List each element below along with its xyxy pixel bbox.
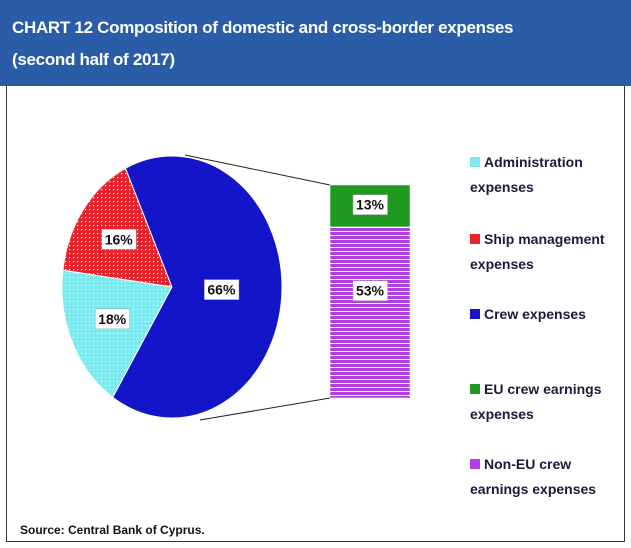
- data-label: 18%: [98, 311, 127, 327]
- label-box: [352, 280, 388, 301]
- label-box: [352, 194, 388, 215]
- pie-slice: [61, 269, 173, 399]
- connector: [184, 154, 331, 186]
- data-label: 66%: [207, 282, 236, 298]
- source: Source: Central Bank of Cyprus.: [20, 523, 205, 537]
- legend-entry: Crew expenses: [470, 302, 620, 327]
- legend-swatch: [470, 459, 480, 469]
- data-label: 16%: [105, 231, 134, 247]
- pie-slice: [62, 167, 173, 288]
- legend-entry: Non-EU crew earnings expenses: [470, 452, 620, 502]
- legend-label: EU crew earnings expenses: [470, 381, 602, 422]
- legend-entry: Administration expenses: [470, 150, 620, 200]
- legend-entry: EU crew earnings expenses: [470, 377, 620, 427]
- legend-label: Non-EU crew earnings expenses: [470, 456, 597, 497]
- frame: [6, 86, 625, 542]
- label-box: [94, 308, 130, 330]
- legend-swatch: [470, 384, 480, 394]
- pie-slice: [112, 155, 283, 419]
- label-box: [204, 279, 240, 300]
- label-box: [101, 229, 137, 250]
- legend-label: Administration expenses: [470, 154, 583, 195]
- data-label: 53%: [356, 283, 385, 299]
- legend-swatch: [470, 234, 480, 244]
- header: CHART 12 Composition of domestic and cro…: [0, 0, 631, 86]
- data-label: 13%: [356, 197, 385, 213]
- legend-label: Ship management expenses: [470, 231, 605, 272]
- connector: [199, 397, 331, 421]
- legend-label: Crew expenses: [484, 306, 586, 322]
- legend-swatch: [470, 157, 480, 167]
- bar-segment: [329, 226, 411, 399]
- chart-subtitle: (second half of 2017): [12, 50, 175, 69]
- legend-entry: Ship management expenses: [470, 227, 620, 277]
- legend-swatch: [470, 309, 480, 319]
- chart-title: CHART 12 Composition of domestic and cro…: [12, 18, 514, 37]
